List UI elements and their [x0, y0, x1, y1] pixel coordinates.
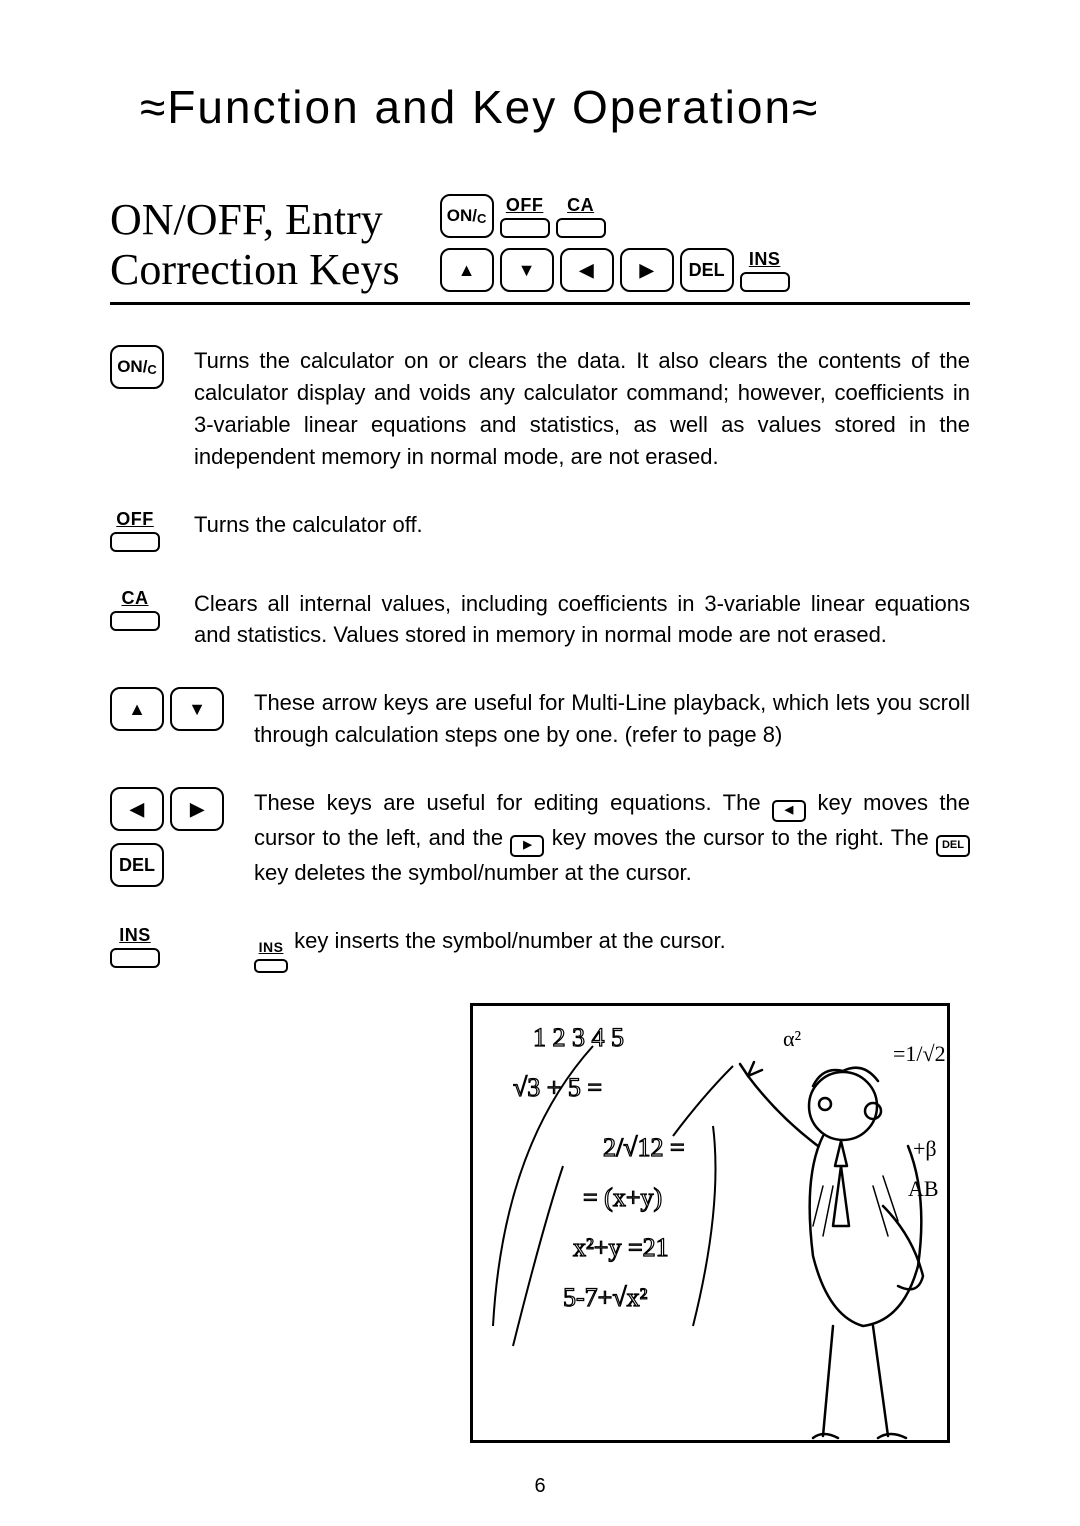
right-key-icon: ▶	[170, 787, 224, 831]
chalk-line-1: √3 + 5 =	[513, 1073, 602, 1102]
del-key-icon: DEL	[110, 843, 164, 887]
down-key: ▼	[500, 248, 554, 292]
chalk-line-2: 2/√12 =	[603, 1133, 685, 1162]
ca-key: CA	[556, 195, 606, 238]
off-icon-label: OFF	[116, 509, 154, 530]
up-key-icon: ▲	[110, 687, 164, 731]
ca-icon-label: CA	[122, 588, 149, 609]
updown-row: ▲ ▼ These arrow keys are useful for Mult…	[110, 687, 970, 751]
onc-main: ON/	[447, 206, 477, 225]
inline-ins-key-icon: INS	[254, 937, 288, 973]
inline-ins-blank	[254, 959, 288, 973]
onc-row: ON/C Turns the calculator on or clears t…	[110, 345, 970, 473]
ca-icon-blank	[110, 611, 160, 631]
ca-label: CA	[567, 195, 594, 216]
ins-blank-key	[740, 272, 790, 292]
left-key-icon: ◀	[110, 787, 164, 831]
inline-del-key-icon: DEL	[936, 835, 970, 857]
onc-key-icon: ON/C	[110, 345, 164, 389]
onc-desc: Turns the calculator on or clears the da…	[194, 345, 970, 473]
leftright-desc: These keys are useful for editing equati…	[254, 787, 970, 889]
off-desc: Turns the calculator off.	[194, 509, 970, 541]
up-key: ▲	[440, 248, 494, 292]
ins-label: INS	[749, 249, 781, 270]
onc-icon-sub: C	[147, 362, 156, 377]
description-list: ON/C Turns the calculator on or clears t…	[110, 345, 970, 973]
ins-row: INS INS key inserts the symbol/number at…	[110, 925, 970, 973]
ins-key-icon: INS	[110, 925, 160, 968]
ca-row: CA Clears all internal values, including…	[110, 588, 970, 652]
lr-desc-a: These keys are useful for editing equati…	[254, 790, 772, 815]
section-title-line2: Correction Keys	[110, 245, 400, 294]
page-number: 6	[0, 1475, 1080, 1498]
onc-sub: C	[477, 211, 486, 226]
header-key-cluster: ON/C OFF CA ▲ ▼ ◀ ▶ DEL INS	[440, 194, 790, 296]
left-key: ◀	[560, 248, 614, 292]
chalk-line-3: = (x+y)	[583, 1183, 662, 1212]
onc-icon-main: ON/	[117, 357, 147, 376]
ca-desc: Clears all internal values, including co…	[194, 588, 970, 652]
lr-desc-c: key moves the cursor to the right. The	[552, 825, 936, 850]
section-title: ON/OFF, Entry Correction Keys	[110, 195, 400, 296]
updown-desc: These arrow keys are useful for Multi-Li…	[254, 687, 970, 751]
ca-key-icon: CA	[110, 588, 160, 631]
section-header: ON/OFF, Entry Correction Keys ON/C OFF C…	[110, 194, 970, 305]
ins-icon-label: INS	[119, 925, 151, 946]
del-key: DEL	[680, 248, 734, 292]
lr-desc-d: key deletes the symbol/number at the cur…	[254, 860, 692, 885]
off-key: OFF	[500, 195, 550, 238]
illustration-wrap: 1 2 3 4 5 √3 + 5 = 2/√12 = = (x+y) x²+y …	[470, 1003, 970, 1443]
off-key-icon: OFF	[110, 509, 160, 552]
ca-blank-key	[556, 218, 606, 238]
inline-ins-label: INS	[259, 937, 284, 957]
onc-key: ON/C	[440, 194, 494, 238]
off-blank-key	[500, 218, 550, 238]
teacher-illustration: 1 2 3 4 5 √3 + 5 = 2/√12 = = (x+y) x²+y …	[470, 1003, 950, 1443]
right-label-0: α²	[783, 1026, 802, 1051]
ins-icon-blank	[110, 948, 160, 968]
ins-key: INS	[740, 249, 790, 292]
chalk-line-4: x²+y =21	[573, 1233, 669, 1262]
right-key: ▶	[620, 248, 674, 292]
inline-left-key-icon: ◀	[772, 800, 806, 822]
off-label: OFF	[506, 195, 544, 216]
ins-desc-a: key inserts the symbol/number at the cur…	[294, 928, 726, 953]
right-label-3: AB	[908, 1176, 939, 1201]
off-icon-blank	[110, 532, 160, 552]
illustration-svg: 1 2 3 4 5 √3 + 5 = 2/√12 = = (x+y) x²+y …	[473, 1006, 953, 1446]
off-row: OFF Turns the calculator off.	[110, 509, 970, 552]
right-label-2: +β	[913, 1136, 937, 1161]
chalk-line-5: 5-7+√x²	[563, 1283, 648, 1312]
down-key-icon: ▼	[170, 687, 224, 731]
leftright-row: ◀ ▶ DEL These keys are useful for editin…	[110, 787, 970, 889]
chalk-line-0: 1 2 3 4 5	[533, 1023, 624, 1052]
inline-right-key-icon: ▶	[510, 835, 544, 857]
ins-desc: INS key inserts the symbol/number at the…	[254, 925, 970, 973]
section-title-line1: ON/OFF, Entry	[110, 195, 383, 244]
main-title: ≈Function and Key Operation≈	[140, 80, 970, 134]
right-label-1: =1/√2	[893, 1041, 946, 1066]
